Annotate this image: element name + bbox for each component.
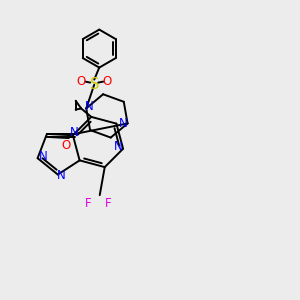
Text: O: O [103, 75, 112, 88]
Text: O: O [61, 140, 70, 152]
Text: O: O [76, 75, 86, 88]
Text: N: N [85, 100, 94, 113]
Text: N: N [39, 150, 48, 163]
Text: N: N [119, 117, 128, 130]
Text: N: N [114, 140, 122, 153]
Text: N: N [56, 169, 65, 182]
Text: F: F [84, 196, 91, 210]
Text: S: S [90, 77, 99, 92]
Text: N: N [70, 126, 78, 139]
Text: F: F [104, 196, 111, 210]
